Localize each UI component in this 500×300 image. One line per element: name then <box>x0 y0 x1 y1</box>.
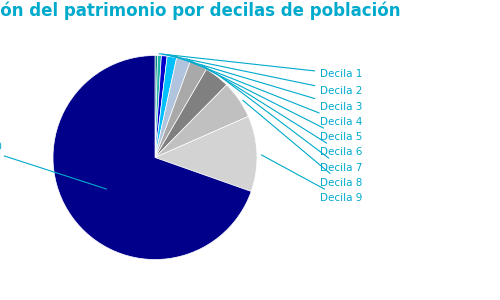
Text: Decila 1: Decila 1 <box>159 54 362 79</box>
Text: Decila 9: Decila 9 <box>262 155 362 203</box>
Text: Decila 3: Decila 3 <box>167 55 362 112</box>
Wedge shape <box>155 69 226 158</box>
Text: Decila 8: Decila 8 <box>243 100 362 188</box>
Wedge shape <box>155 56 176 158</box>
Text: Decila 2: Decila 2 <box>162 54 362 96</box>
Wedge shape <box>155 56 167 158</box>
Wedge shape <box>155 62 206 158</box>
Text: Decila 7: Decila 7 <box>220 76 362 173</box>
Text: Decila 6: Decila 6 <box>202 65 362 158</box>
Wedge shape <box>155 116 257 191</box>
Wedge shape <box>155 58 190 158</box>
Title: Distribución del patrimonio por decilas de población: Distribución del patrimonio por decilas … <box>0 2 400 20</box>
Text: Decila 10: Decila 10 <box>0 142 106 189</box>
Wedge shape <box>155 85 248 158</box>
Wedge shape <box>155 56 158 158</box>
Wedge shape <box>155 56 162 158</box>
Wedge shape <box>53 56 251 260</box>
Text: Decila 4: Decila 4 <box>175 56 362 127</box>
Text: Decila 5: Decila 5 <box>186 59 362 142</box>
